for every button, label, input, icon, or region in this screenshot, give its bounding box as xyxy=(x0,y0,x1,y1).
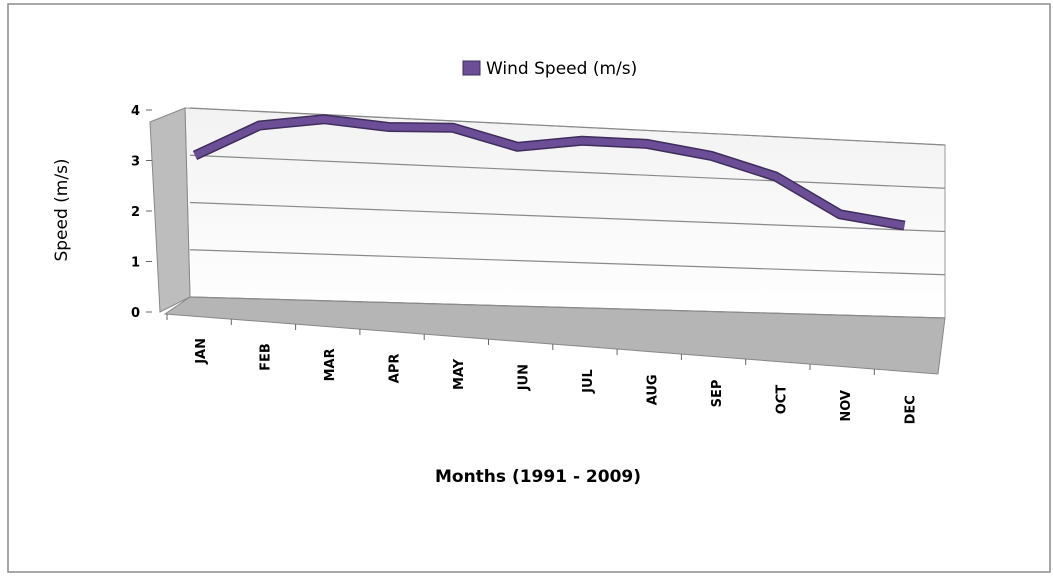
legend-swatch xyxy=(462,60,481,76)
x-tick-label: OCT xyxy=(775,385,790,415)
x-tick-label: DEC xyxy=(904,395,919,424)
x-tick-label: SEP xyxy=(710,380,725,408)
x-tick-label: MAY xyxy=(452,358,467,390)
y-tick-label: 2 xyxy=(131,205,140,220)
y-tick-label: 1 xyxy=(131,256,140,271)
y-tick-label: 3 xyxy=(131,155,140,170)
line-series xyxy=(193,115,906,230)
x-tick-label: JAN xyxy=(194,338,209,365)
x-tick-label: AUG xyxy=(646,374,661,405)
x-axis-title: Months (1991 - 2009) xyxy=(435,467,641,487)
x-tick-label: NOV xyxy=(839,390,854,422)
grid-line xyxy=(189,249,946,276)
y-tick-label: 0 xyxy=(131,306,140,321)
x-tick-label: JUN xyxy=(517,364,532,391)
y-axis-title: Speed (m/s) xyxy=(52,158,72,261)
legend-label: Wind Speed (m/s) xyxy=(486,59,637,79)
x-tick-label: APR xyxy=(388,354,403,384)
grid-line xyxy=(189,107,946,146)
x-tick-label: MAR xyxy=(323,348,338,381)
grid-line xyxy=(189,154,946,189)
x-tick-label: FEB xyxy=(259,343,274,371)
y-tick-label: 4 xyxy=(131,104,140,119)
grid-line xyxy=(189,201,946,233)
grid-line xyxy=(189,296,946,319)
x-tick-label: JUL xyxy=(581,369,596,394)
